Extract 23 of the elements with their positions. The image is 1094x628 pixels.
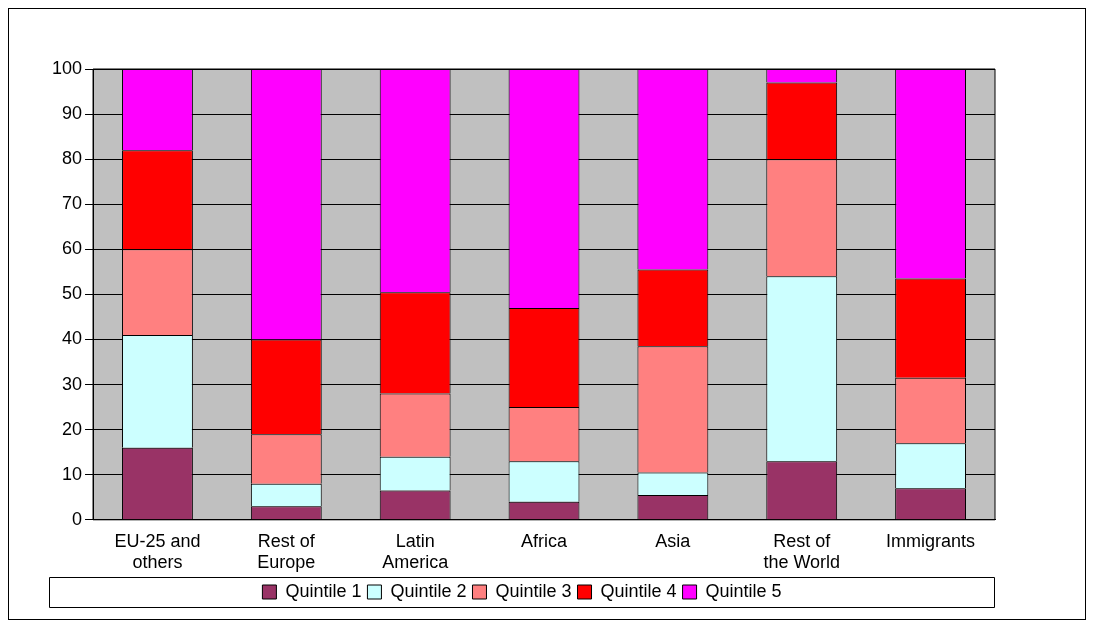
y-tick-label: 40 — [62, 328, 83, 349]
legend-label: Quintile 2 — [390, 580, 467, 601]
y-tick-label: 100 — [51, 57, 83, 78]
legend-label: Quintile 3 — [495, 580, 572, 601]
y-tick-label: 70 — [62, 193, 83, 214]
x-tick-label: EU-25 and others — [114, 530, 201, 573]
legend-label: Quintile 4 — [600, 580, 677, 601]
legend-label: Quintile 5 — [705, 580, 782, 601]
x-tick-label: Rest of Europe — [257, 530, 316, 573]
y-tick-label: 30 — [62, 373, 83, 394]
x-tick-label: Latin America — [382, 530, 450, 573]
y-tick-label: 80 — [62, 148, 83, 169]
x-tick-label: Rest of the World — [763, 530, 841, 573]
x-tick-label: Africa — [521, 530, 569, 551]
y-tick-label: 50 — [62, 283, 83, 304]
x-tick-label: Asia — [655, 530, 692, 551]
y-tick-label: 0 — [72, 508, 83, 529]
y-tick-label: 60 — [62, 238, 83, 259]
legend-label: Quintile 1 — [285, 580, 362, 601]
y-tick-label: 10 — [62, 463, 83, 484]
y-tick-label: 90 — [62, 103, 83, 124]
x-tick-label: Immigrants — [886, 530, 976, 551]
y-tick-label: 20 — [62, 418, 83, 439]
